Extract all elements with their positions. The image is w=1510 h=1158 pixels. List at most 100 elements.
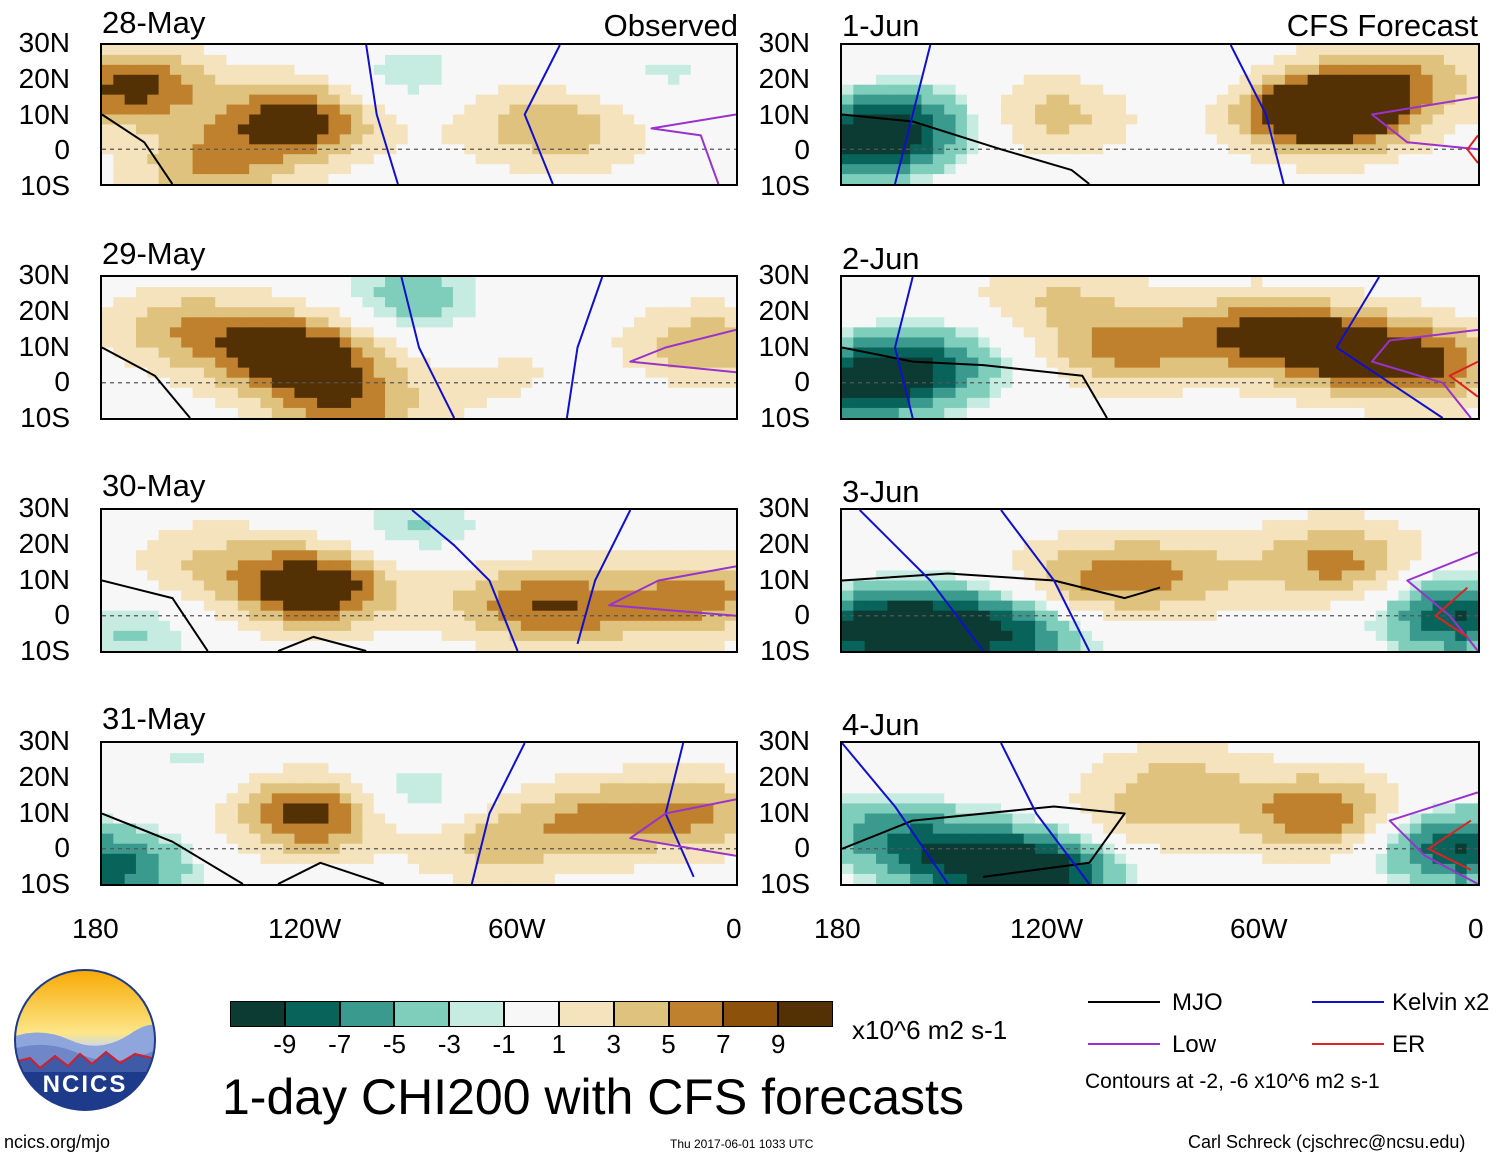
field-cell <box>532 397 545 409</box>
field-cell <box>668 630 680 642</box>
field-cell <box>566 84 579 96</box>
field-cell <box>1160 327 1172 339</box>
field-cell <box>634 174 647 184</box>
field-cell <box>955 164 968 175</box>
field-cell <box>1023 114 1036 126</box>
field-cell <box>1137 387 1150 399</box>
field-cell <box>989 540 1002 551</box>
field-cell <box>181 94 194 106</box>
field-cell <box>898 357 911 369</box>
field-cell <box>1443 64 1456 76</box>
field-cell <box>966 387 979 399</box>
field-cell <box>645 74 658 86</box>
field-cell <box>898 134 911 145</box>
field-cell <box>668 377 680 389</box>
field-cell <box>294 833 307 845</box>
field-cell <box>317 164 330 175</box>
field-cell <box>600 570 613 582</box>
field-cell <box>1307 357 1320 369</box>
field-cell <box>690 114 703 126</box>
field-cell <box>441 813 454 825</box>
field-cell <box>690 337 703 349</box>
field-cell <box>181 823 194 835</box>
field-cell <box>577 407 590 418</box>
field-cell <box>215 753 228 764</box>
field-cell <box>385 367 397 379</box>
field-cell <box>486 94 499 106</box>
field-cell <box>724 144 736 155</box>
field-cell <box>520 510 533 521</box>
field-cell <box>464 64 477 76</box>
field-cell <box>1080 387 1093 399</box>
field-cell <box>351 104 363 116</box>
field-cell <box>622 74 635 86</box>
field-cell <box>1057 327 1070 339</box>
field-cell <box>181 397 194 409</box>
field-cell <box>966 154 979 165</box>
field-cell <box>498 337 511 349</box>
field-cell <box>283 560 296 572</box>
field-cell <box>566 620 579 632</box>
field-cell <box>554 64 567 76</box>
field-cell <box>645 114 658 126</box>
field-cell <box>1216 277 1229 288</box>
field-cell <box>407 793 420 805</box>
field-cell <box>1319 337 1331 349</box>
field-cell <box>1330 277 1343 288</box>
field-cell <box>1035 357 1048 369</box>
field-cell <box>475 520 488 531</box>
field-cell <box>978 520 991 531</box>
field-cell <box>1421 74 1434 86</box>
field-cell <box>1421 124 1434 135</box>
field-cell <box>1273 397 1286 409</box>
field-cell <box>1296 164 1309 175</box>
field-cell <box>169 164 182 175</box>
field-cell <box>702 104 714 116</box>
field-cell <box>656 297 669 308</box>
contour-kelvin-x2 <box>400 277 456 418</box>
field-cell <box>1194 124 1207 135</box>
field-cell <box>124 530 137 541</box>
field-cell <box>498 174 511 184</box>
field-cell <box>702 45 714 56</box>
field-cell <box>249 853 262 865</box>
field-cell <box>1216 114 1229 126</box>
field-cell <box>566 104 579 116</box>
field-cell <box>430 640 443 651</box>
field-cell <box>430 793 443 805</box>
field-cell <box>237 357 250 369</box>
field-cell <box>554 833 567 845</box>
field-cell <box>932 297 945 308</box>
field-cell <box>1228 84 1241 96</box>
field-cell <box>978 550 991 561</box>
contour-er <box>1466 134 1478 164</box>
field-cell <box>566 630 579 642</box>
field-cell <box>1319 297 1331 308</box>
field-cell <box>1080 337 1093 349</box>
field-cell <box>645 873 658 884</box>
field-cell <box>271 327 284 339</box>
field-cell <box>1137 54 1150 66</box>
field-cell <box>192 510 205 521</box>
field-cell <box>124 407 137 418</box>
field-cell <box>588 863 601 875</box>
field-cell <box>317 327 330 339</box>
field-cell <box>1387 164 1400 175</box>
field-cell <box>1307 45 1320 56</box>
field-cell <box>600 580 613 592</box>
field-cell <box>113 510 126 521</box>
field-cell <box>283 94 296 106</box>
field-cell <box>102 327 114 339</box>
field-cell <box>102 590 114 602</box>
field-cell <box>944 134 957 145</box>
field-cell <box>978 377 991 389</box>
field-cell <box>351 277 363 288</box>
field-cell <box>1250 397 1263 409</box>
field-cell <box>1160 64 1172 76</box>
field-cell <box>1330 164 1343 175</box>
field-cell <box>566 743 579 754</box>
field-cell <box>853 134 866 145</box>
field-cell <box>588 327 601 339</box>
field-cell <box>362 640 375 651</box>
field-cell <box>1182 164 1195 175</box>
